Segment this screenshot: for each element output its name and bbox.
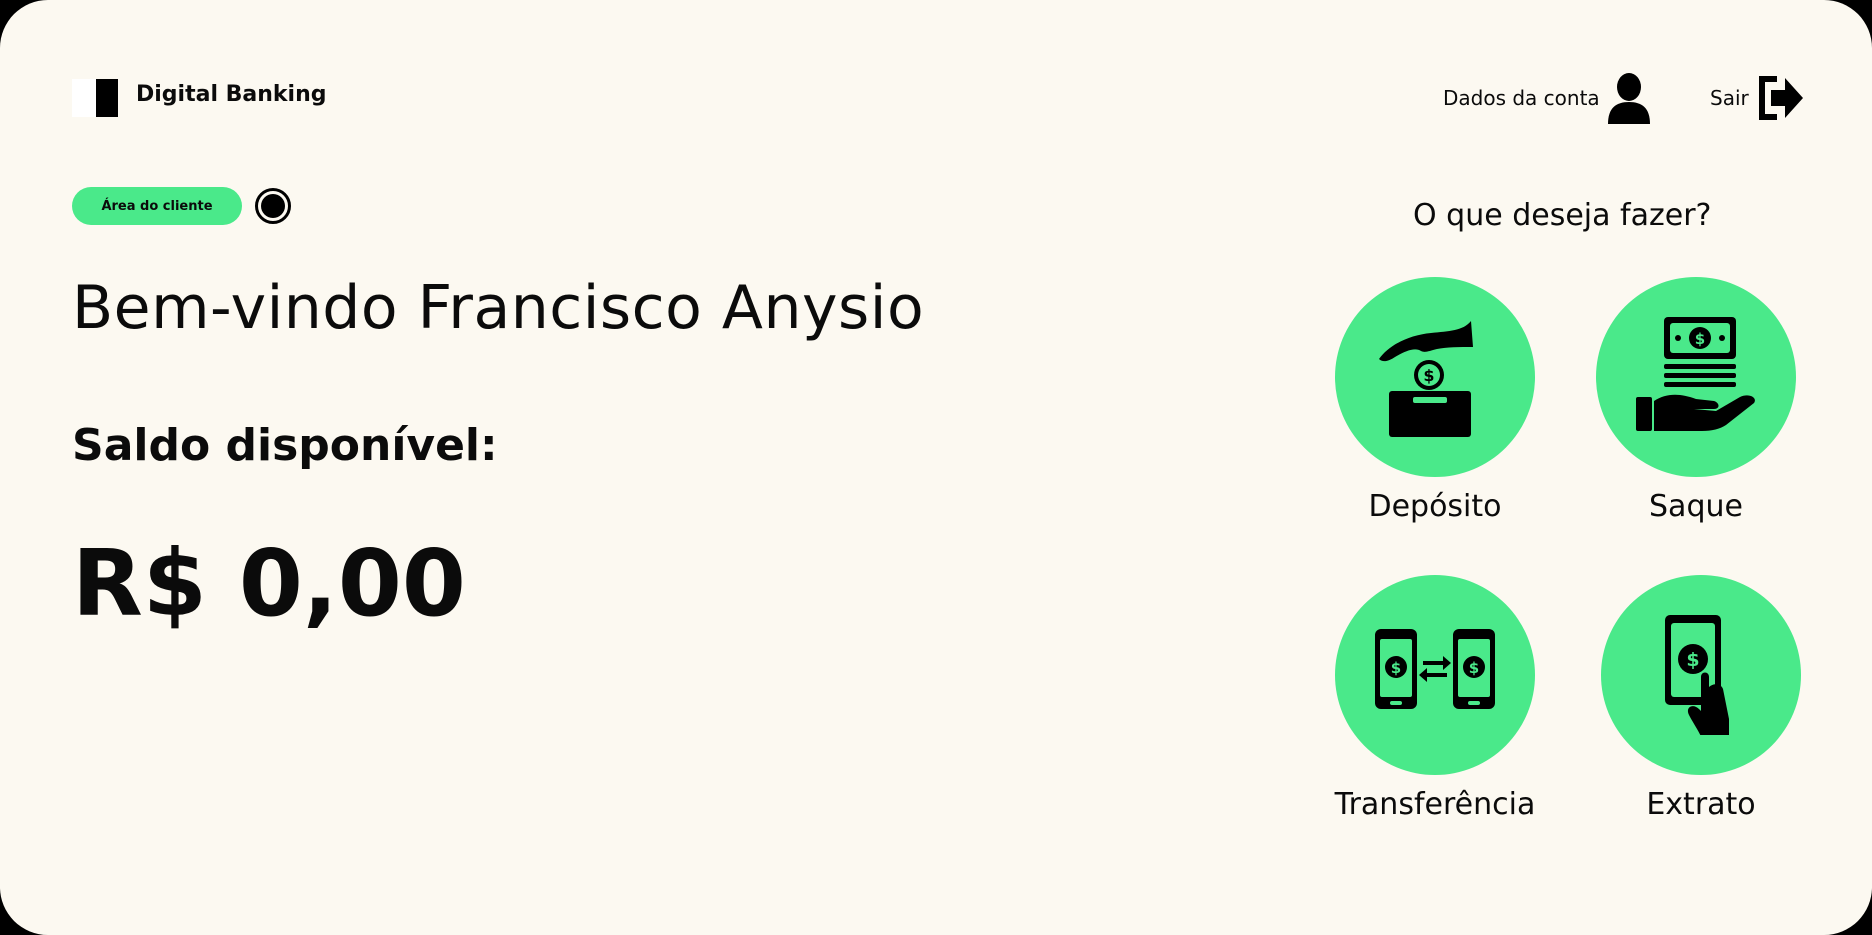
actions-title: O que deseja fazer? [1413,198,1712,233]
statement-label: Extrato [1646,787,1756,822]
client-area-badge: Área do cliente [72,187,242,225]
transfer-icon: $ $ [1375,629,1495,709]
balance-label: Saldo disponível: [72,420,498,471]
account-data-link[interactable]: Dados da conta [1443,72,1652,124]
svg-text:$: $ [1469,659,1479,677]
welcome-heading: Bem-vindo Francisco Anysio [72,273,925,343]
logout-link[interactable]: Sair [1710,72,1805,124]
status-indicator-icon [255,188,291,224]
logo [72,79,118,117]
withdraw-label: Saque [1649,489,1743,524]
statement-icon: $ [1665,615,1729,735]
deposit-label: Depósito [1368,489,1502,524]
svg-text:$: $ [1423,366,1434,385]
deposit-icon: $ [1379,321,1473,437]
statement-circle: $ [1601,575,1801,775]
withdraw-icon: $ [1636,317,1755,431]
transfer-label: Transferência [1334,787,1536,822]
withdraw-circle: $ [1596,277,1796,477]
svg-text:$: $ [1695,330,1705,348]
transfer-circle: $ $ [1335,575,1535,775]
svg-text:$: $ [1686,649,1699,671]
logout-icon [1758,76,1803,120]
deposit-circle: $ [1335,277,1535,477]
logout-label: Sair [1710,86,1749,110]
logo-light-block [72,79,96,117]
svg-text:$: $ [1391,659,1401,677]
balance-value: R$ 0,00 [72,530,466,637]
logo-dark-block [96,79,118,117]
brand-name: Digital Banking [136,82,327,107]
account-data-label: Dados da conta [1443,86,1600,110]
user-icon [1607,73,1650,124]
